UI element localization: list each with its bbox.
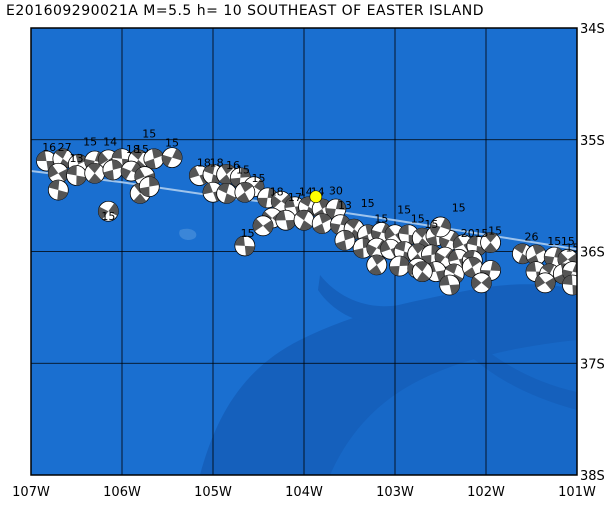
depth-label: 15 (547, 235, 561, 248)
longitude-tick-label: 104W (285, 485, 323, 500)
depth-label: 16 (42, 141, 56, 154)
beachball (325, 198, 347, 220)
depth-label: 15 (565, 242, 579, 255)
beachball (275, 209, 297, 231)
beachball (411, 261, 433, 283)
depth-label: 15 (236, 163, 250, 176)
latitude-tick-label: 38S (580, 469, 605, 484)
depth-label: 17 (288, 191, 302, 204)
depth-label: 15 (361, 197, 375, 210)
depth-label: 14 (299, 186, 313, 199)
depth-label: 15 (397, 204, 411, 217)
longitude-tick-label: 107W (12, 485, 50, 500)
beachball (102, 159, 124, 181)
map-frame (30, 27, 578, 476)
beachball (430, 216, 451, 238)
beachball (216, 182, 238, 204)
depth-label: 15 (165, 136, 179, 149)
depth-label: 15 (83, 135, 97, 148)
longitude-tick-label: 106W (103, 485, 141, 500)
longitude-tick-label: 102W (467, 485, 505, 500)
depth-label: 15 (474, 227, 488, 240)
beachball (461, 256, 483, 278)
depth-label: 15 (252, 172, 266, 185)
depth-label: 18 (197, 157, 211, 170)
focal-mechanisms (36, 147, 577, 296)
depth-label: 15 (135, 143, 149, 156)
beachball (234, 235, 256, 257)
beachball (366, 254, 388, 276)
bathymetry-trench (318, 275, 577, 410)
beachball (47, 179, 69, 201)
depth-label: 15 (241, 227, 255, 240)
depth-label: 15 (424, 218, 438, 231)
depth-label: 18 (126, 143, 140, 156)
beachball (311, 213, 333, 234)
beachball (471, 272, 492, 294)
depth-label: 13 (70, 152, 84, 165)
main-event-marker (309, 190, 323, 204)
depth-label: 27 (58, 141, 72, 154)
beachball (380, 238, 401, 260)
longitude-tick-label: 105W (194, 485, 232, 500)
depth-label: 13 (338, 199, 352, 212)
beachball (84, 162, 106, 184)
beachball (439, 274, 461, 296)
beachball (234, 181, 256, 203)
depth-label: 15 (411, 212, 425, 225)
depth-label: 20 (461, 227, 475, 240)
depth-label: 30 (329, 185, 343, 198)
latitude-tick-label: 36S (580, 246, 605, 261)
depth-label: 15 (561, 235, 575, 248)
beachball (534, 272, 556, 294)
beachball (252, 215, 274, 237)
depth-label: 18 (270, 186, 284, 199)
beachball (562, 274, 577, 296)
depth-label: 15 (142, 128, 156, 141)
depth-label: 18 (210, 157, 224, 170)
latitude-tick-label: 35S (580, 134, 605, 149)
depth-label: 14 (103, 135, 117, 148)
beachball (66, 165, 87, 186)
latitude-tick-label: 37S (580, 357, 605, 372)
longitude-tick-label: 101W (558, 485, 596, 500)
beachball (389, 255, 410, 277)
beachball (138, 176, 160, 198)
beachball (161, 147, 183, 169)
depth-label: 15 (374, 212, 388, 225)
latitude-tick-label: 34S (580, 22, 605, 37)
latitude-labels: 34S 35S 36S 37S 38S (580, 22, 605, 484)
depth-label: 16 (226, 159, 240, 172)
depth-label: 26 (525, 230, 539, 243)
longitude-tick-label: 103W (376, 485, 414, 500)
depth-label: 15 (452, 201, 466, 214)
map-title: E201609290021A M=5.5 h= 10 SOUTHEAST OF … (6, 3, 485, 19)
depth-label: 15 (101, 210, 115, 223)
beachball (293, 209, 315, 231)
beachball (143, 148, 165, 170)
beachball (480, 232, 501, 253)
bathymetry-seamount (179, 228, 197, 241)
beachball (334, 229, 356, 251)
beachball (97, 200, 119, 222)
longitude-labels: 107W 106W 105W 104W 103W 102W 101W (12, 485, 596, 500)
depth-label: 15 (488, 225, 502, 238)
